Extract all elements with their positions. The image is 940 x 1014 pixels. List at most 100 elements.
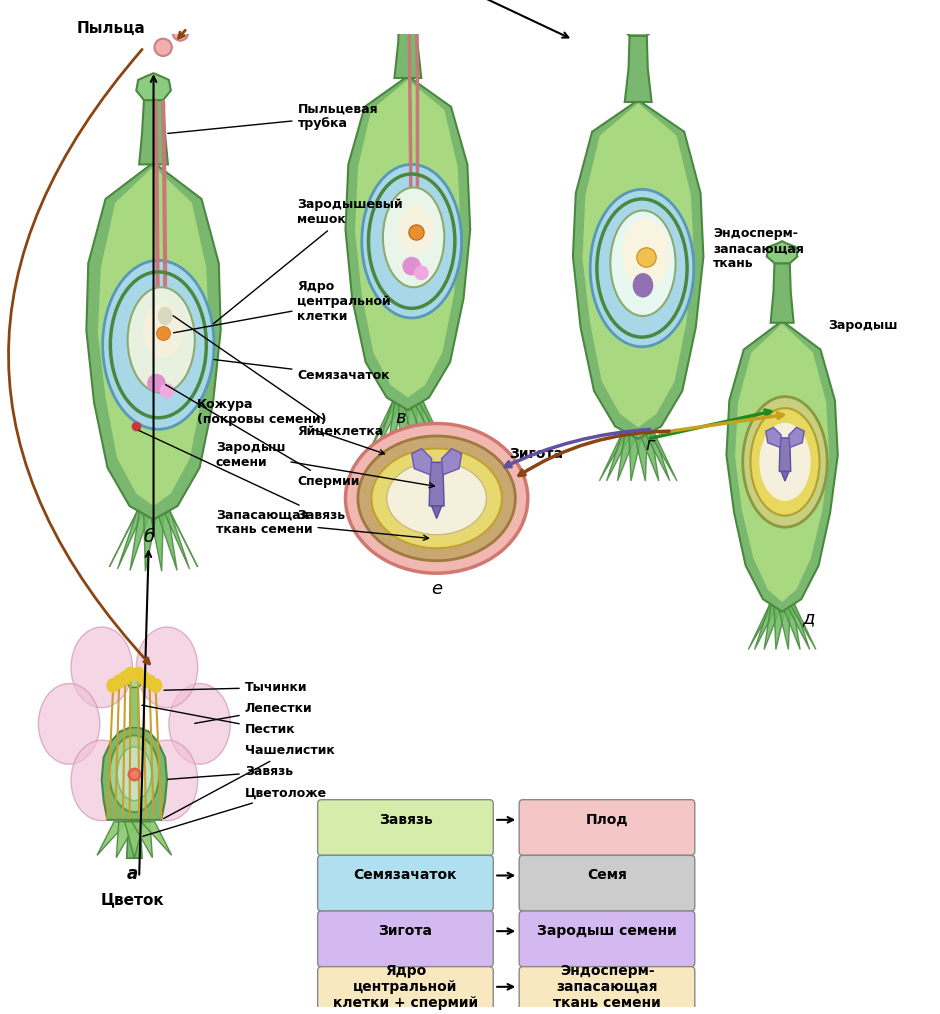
Text: Цветок: Цветок bbox=[101, 892, 164, 908]
Ellipse shape bbox=[346, 424, 527, 573]
Polygon shape bbox=[144, 505, 159, 571]
Text: Зигота: Зигота bbox=[379, 924, 432, 938]
Text: Цветоложе: Цветоложе bbox=[143, 787, 327, 837]
Text: Пестик: Пестик bbox=[142, 705, 295, 736]
Text: Запасающая
ткань семени: Запасающая ткань семени bbox=[216, 508, 429, 540]
Polygon shape bbox=[407, 397, 429, 451]
Polygon shape bbox=[130, 687, 139, 728]
Ellipse shape bbox=[610, 211, 676, 316]
Polygon shape bbox=[412, 397, 440, 451]
Text: Пыльцевая
трубка: Пыльцевая трубка bbox=[168, 102, 378, 134]
Polygon shape bbox=[735, 323, 829, 602]
Polygon shape bbox=[402, 397, 417, 451]
Text: г: г bbox=[645, 436, 654, 454]
Ellipse shape bbox=[71, 627, 133, 708]
Text: Завязь: Завязь bbox=[168, 766, 293, 780]
Text: д: д bbox=[803, 609, 815, 627]
Ellipse shape bbox=[144, 675, 155, 689]
Polygon shape bbox=[442, 448, 462, 475]
Polygon shape bbox=[416, 397, 446, 451]
Polygon shape bbox=[785, 602, 809, 650]
Polygon shape bbox=[647, 427, 677, 481]
FancyBboxPatch shape bbox=[519, 966, 695, 1014]
Text: в: в bbox=[395, 410, 405, 428]
Ellipse shape bbox=[113, 675, 125, 689]
FancyBboxPatch shape bbox=[318, 911, 494, 966]
Polygon shape bbox=[399, 397, 414, 451]
Polygon shape bbox=[618, 427, 639, 481]
Text: Пыльца: Пыльца bbox=[77, 21, 146, 35]
Polygon shape bbox=[376, 397, 404, 451]
Ellipse shape bbox=[150, 678, 162, 693]
Ellipse shape bbox=[133, 667, 144, 680]
Ellipse shape bbox=[148, 374, 165, 391]
Ellipse shape bbox=[623, 219, 669, 288]
Polygon shape bbox=[98, 166, 210, 506]
Text: Кожура
(покровы семени): Кожура (покровы семени) bbox=[196, 397, 384, 454]
Text: Семязачаток: Семязачаток bbox=[353, 869, 457, 882]
Polygon shape bbox=[779, 438, 791, 472]
Text: Ядро
центральной
клетки + спермий: Ядро центральной клетки + спермий bbox=[333, 963, 478, 1010]
Text: б: б bbox=[143, 527, 154, 546]
Polygon shape bbox=[781, 602, 800, 650]
Polygon shape bbox=[600, 427, 630, 481]
Polygon shape bbox=[789, 427, 805, 447]
Polygon shape bbox=[387, 397, 409, 451]
Polygon shape bbox=[102, 726, 167, 820]
Text: Ядро
центральной
клетки: Ядро центральной клетки bbox=[174, 280, 391, 333]
Ellipse shape bbox=[109, 735, 159, 812]
Polygon shape bbox=[748, 602, 775, 650]
Polygon shape bbox=[355, 80, 461, 397]
Polygon shape bbox=[395, 4, 421, 78]
Polygon shape bbox=[606, 427, 635, 481]
Polygon shape bbox=[774, 602, 787, 650]
Text: а: а bbox=[127, 865, 138, 883]
Polygon shape bbox=[97, 821, 128, 855]
Polygon shape bbox=[125, 821, 144, 858]
Text: Тычинки: Тычинки bbox=[164, 681, 307, 694]
Ellipse shape bbox=[590, 190, 694, 347]
Ellipse shape bbox=[169, 683, 230, 765]
FancyBboxPatch shape bbox=[519, 856, 695, 911]
Ellipse shape bbox=[362, 164, 462, 318]
Text: Семязачаток: Семязачаток bbox=[214, 360, 390, 382]
Ellipse shape bbox=[403, 258, 420, 275]
Polygon shape bbox=[633, 427, 648, 481]
Polygon shape bbox=[789, 602, 816, 650]
Polygon shape bbox=[118, 502, 148, 569]
Polygon shape bbox=[86, 162, 221, 519]
Ellipse shape bbox=[415, 266, 428, 280]
Ellipse shape bbox=[136, 740, 197, 820]
Polygon shape bbox=[430, 462, 444, 506]
Polygon shape bbox=[391, 0, 425, 4]
Polygon shape bbox=[154, 504, 177, 571]
Polygon shape bbox=[412, 448, 431, 475]
Text: Зародыш семени: Зародыш семени bbox=[537, 924, 677, 938]
Polygon shape bbox=[139, 100, 168, 164]
Ellipse shape bbox=[125, 667, 136, 680]
Text: Зигота: Зигота bbox=[509, 447, 563, 461]
Ellipse shape bbox=[119, 671, 131, 684]
Polygon shape bbox=[164, 502, 197, 567]
Ellipse shape bbox=[118, 747, 151, 801]
Text: Плод: Плод bbox=[586, 813, 628, 826]
Text: Зародыш: Зародыш bbox=[828, 319, 898, 333]
Polygon shape bbox=[431, 506, 442, 518]
Polygon shape bbox=[625, 35, 651, 102]
Ellipse shape bbox=[160, 384, 174, 397]
Polygon shape bbox=[572, 100, 703, 439]
Polygon shape bbox=[637, 427, 659, 481]
Text: Эндосперм-
запасающая
ткань: Эндосперм- запасающая ткань bbox=[713, 227, 804, 271]
Ellipse shape bbox=[743, 396, 827, 527]
Text: Семя: Семя bbox=[588, 869, 627, 882]
Polygon shape bbox=[127, 820, 142, 858]
Text: Зародышевый
мешок: Зародышевый мешок bbox=[213, 199, 403, 323]
Polygon shape bbox=[109, 502, 143, 567]
Ellipse shape bbox=[144, 303, 182, 357]
Polygon shape bbox=[764, 602, 783, 650]
Ellipse shape bbox=[138, 671, 149, 684]
Polygon shape bbox=[117, 821, 137, 858]
Ellipse shape bbox=[386, 462, 487, 534]
Text: Чашелистик: Чашелистик bbox=[164, 744, 335, 818]
FancyBboxPatch shape bbox=[519, 800, 695, 856]
